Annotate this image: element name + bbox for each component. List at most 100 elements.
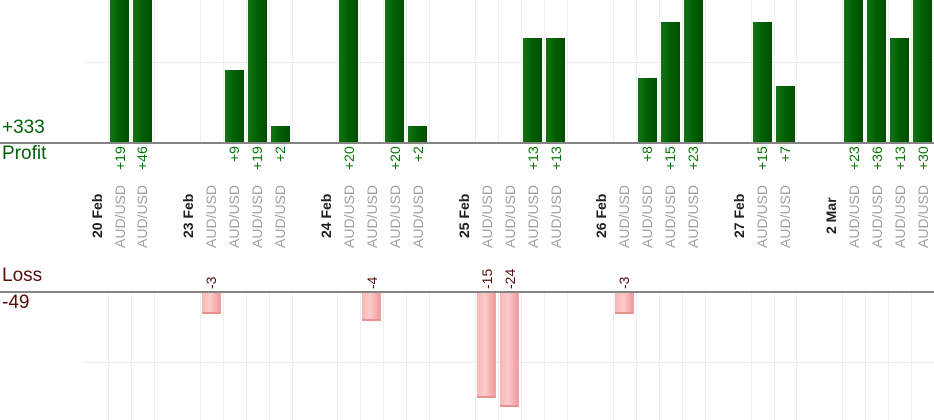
column-gridline bbox=[429, 0, 431, 142]
column-gridline bbox=[130, 0, 132, 142]
column-gridline bbox=[773, 293, 775, 420]
profit-bar bbox=[890, 38, 910, 142]
profit-total: +333 bbox=[2, 117, 45, 138]
column-gridline bbox=[521, 293, 522, 420]
column-gridline bbox=[704, 0, 706, 142]
column-gridline bbox=[658, 0, 660, 142]
column-gridline bbox=[222, 0, 224, 142]
column-gridline bbox=[635, 0, 637, 142]
symbol-label: AUD/USD bbox=[616, 184, 633, 248]
column-gridline bbox=[796, 0, 798, 142]
column-gridline bbox=[498, 293, 500, 420]
column-gridline bbox=[337, 293, 339, 420]
column-gridline bbox=[865, 0, 867, 142]
column-gridline bbox=[750, 0, 752, 142]
symbol-label: AUD/USD bbox=[111, 184, 128, 248]
date-label: 25 Feb bbox=[455, 193, 472, 239]
symbol-label: AUD/USD bbox=[547, 184, 564, 248]
symbol-label: AUD/USD bbox=[754, 184, 770, 248]
loss-value-label: -3 bbox=[203, 276, 220, 289]
symbol-label: AUD/USD bbox=[914, 184, 931, 248]
profit-value-label: +46 bbox=[134, 146, 151, 170]
symbol-label: AUD/USD bbox=[891, 184, 908, 248]
column-gridline bbox=[199, 0, 201, 142]
loss-bar bbox=[614, 293, 634, 314]
profit-value-label: +2 bbox=[409, 146, 426, 162]
date-label: 20 Feb bbox=[88, 193, 105, 239]
column-gridline bbox=[865, 293, 867, 420]
column-gridline bbox=[245, 0, 247, 142]
column-gridline bbox=[360, 293, 362, 420]
loss-bar bbox=[477, 293, 497, 398]
column-gridline bbox=[406, 0, 408, 142]
date-label: 23 Feb bbox=[180, 193, 197, 239]
profit-value-label: +23 bbox=[685, 146, 702, 170]
profit-value-label: +30 bbox=[914, 146, 931, 170]
profit-gridline bbox=[85, 62, 934, 63]
profit-value-label: +19 bbox=[249, 146, 266, 170]
profit-value-label: +13 bbox=[524, 146, 541, 170]
date-label: 27 Feb bbox=[731, 193, 748, 239]
profit-bar bbox=[385, 0, 405, 142]
loss-bar bbox=[201, 293, 221, 314]
profit-value-label: +36 bbox=[868, 146, 885, 170]
symbol-label: AUD/USD bbox=[203, 184, 220, 248]
column-gridline bbox=[153, 0, 155, 142]
profit-bar bbox=[110, 0, 129, 142]
column-gridline bbox=[796, 293, 798, 420]
column-gridline bbox=[544, 0, 545, 142]
symbol-label: AUD/USD bbox=[272, 184, 289, 248]
column-gridline bbox=[429, 293, 431, 420]
profit-bar bbox=[844, 0, 864, 142]
loss-plot-area bbox=[0, 293, 934, 420]
symbol-label: AUD/USD bbox=[845, 184, 862, 248]
column-gridline bbox=[567, 293, 568, 420]
column-gridline bbox=[130, 293, 132, 420]
column-gridline bbox=[681, 0, 683, 142]
profit-value-label: +15 bbox=[754, 146, 770, 170]
symbol-label: AUD/USD bbox=[524, 184, 541, 248]
loss-value-label: -4 bbox=[363, 276, 380, 289]
profit-value-label: +23 bbox=[845, 146, 862, 170]
column-gridline bbox=[245, 293, 247, 420]
profit-bar bbox=[224, 70, 244, 142]
date-label: 26 Feb bbox=[593, 193, 610, 239]
profit-value-label: +19 bbox=[111, 146, 128, 170]
symbol-label: AUD/USD bbox=[386, 184, 403, 248]
profit-bar bbox=[775, 86, 795, 142]
column-gridline bbox=[842, 293, 844, 420]
column-gridline bbox=[268, 0, 270, 142]
profit-value-label: +8 bbox=[639, 146, 656, 162]
symbol-label: AUD/USD bbox=[662, 184, 679, 248]
column-gridline bbox=[108, 293, 109, 420]
profit-bar bbox=[270, 126, 290, 142]
column-gridline bbox=[337, 0, 339, 142]
column-gridline bbox=[842, 0, 844, 142]
profit-bar bbox=[867, 0, 887, 142]
column-gridline bbox=[612, 0, 614, 142]
column-gridline bbox=[268, 293, 270, 420]
column-gridline bbox=[291, 293, 293, 420]
column-gridline bbox=[498, 0, 500, 142]
profit-value-label: +13 bbox=[891, 146, 908, 170]
symbol-label: AUD/USD bbox=[501, 184, 518, 248]
column-gridline bbox=[521, 0, 522, 142]
symbol-label: AUD/USD bbox=[134, 184, 151, 248]
column-gridline bbox=[475, 0, 477, 142]
profit-value-label: +9 bbox=[226, 146, 243, 162]
column-gridline bbox=[360, 0, 362, 142]
symbol-label: AUD/USD bbox=[685, 184, 702, 248]
date-label: 2 Mar bbox=[822, 197, 839, 235]
profit-value-label: +20 bbox=[340, 146, 357, 170]
column-gridline bbox=[567, 0, 568, 142]
column-gridline bbox=[383, 0, 385, 142]
loss-value-label: -15 bbox=[478, 268, 495, 289]
column-gridline bbox=[681, 293, 683, 420]
column-gridline bbox=[750, 293, 752, 420]
loss-axis-line bbox=[0, 291, 934, 293]
profit-bar bbox=[637, 78, 657, 142]
symbol-label: AUD/USD bbox=[226, 184, 243, 248]
column-gridline bbox=[888, 0, 890, 142]
loss-axis-label: Loss bbox=[2, 265, 43, 286]
